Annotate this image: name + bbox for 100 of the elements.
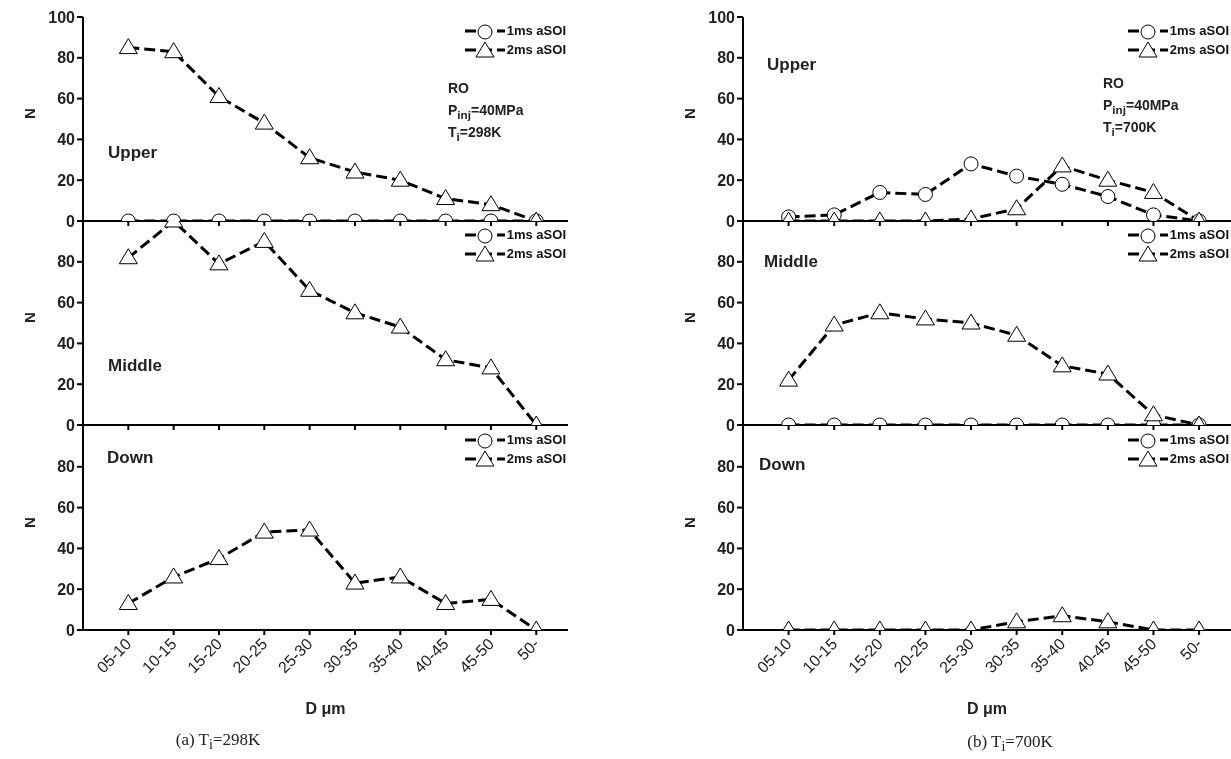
annotation: Down	[759, 455, 806, 475]
legend-label: 2ms aSOI	[1169, 41, 1229, 59]
point	[164, 567, 184, 584]
legend-label: 2ms aSOI	[506, 450, 566, 468]
point	[345, 303, 365, 320]
y-tick-label: 60	[57, 499, 76, 517]
y-axis-title: N	[681, 108, 699, 119]
annotation: T$_{i}$=298K	[448, 124, 502, 143]
legend-label: 2ms aSOI	[1169, 245, 1229, 263]
y-axis-title: N	[681, 517, 699, 528]
annotation: P$_{inj}$=40MPa	[448, 102, 524, 121]
point	[824, 315, 844, 332]
legend-label: 2ms aSOI	[506, 41, 566, 59]
y-tick-label: 0	[726, 621, 736, 639]
point	[118, 593, 138, 610]
point	[209, 254, 229, 271]
legend-label: 1ms aSOI	[506, 226, 566, 244]
y-tick-label: 40	[57, 335, 76, 353]
y-tick-label: 20	[57, 580, 76, 598]
x-axis-title: D μm	[305, 700, 346, 717]
annotation: RO	[448, 80, 469, 96]
y-tick-label: 100	[48, 8, 76, 26]
point	[1007, 325, 1027, 342]
annotation: T$_{i}$=700K	[1103, 119, 1157, 138]
text: (a) T$_{i}$=298K	[175, 730, 261, 754]
point	[915, 309, 935, 326]
annotation: Down	[107, 448, 154, 468]
point	[209, 549, 229, 566]
y-tick-label: 0	[66, 416, 76, 434]
point	[164, 42, 184, 59]
y-tick-label: 20	[717, 375, 736, 393]
y-tick-label: 80	[717, 49, 736, 67]
legend-label: 2ms aSOI	[506, 245, 566, 263]
y-tick-label: 0	[66, 621, 76, 639]
point	[1098, 364, 1118, 381]
y-tick-label: 80	[57, 458, 76, 476]
point	[870, 303, 890, 320]
y-tick-label: 40	[57, 131, 76, 149]
annotation: Middle	[108, 356, 162, 376]
y-tick-label: 60	[57, 294, 76, 312]
y-tick-label: 40	[717, 540, 736, 558]
annotation: RO	[1103, 75, 1124, 91]
y-tick-label: 0	[726, 416, 736, 434]
y-tick-label: 0	[66, 212, 76, 230]
point	[779, 370, 799, 387]
y-tick-label: 80	[717, 458, 736, 476]
y-axis-title: N	[21, 108, 39, 119]
legend-label: 1ms aSOI	[1169, 226, 1229, 244]
legend-label: 1ms aSOI	[506, 431, 566, 449]
y-tick-label: 60	[57, 90, 76, 108]
annotation: Upper	[108, 143, 158, 163]
point	[961, 313, 981, 330]
point	[300, 280, 320, 297]
x-tick-label: 50-	[514, 635, 543, 664]
y-tick-label: 0	[726, 212, 736, 230]
point	[390, 317, 410, 334]
point	[436, 350, 456, 367]
x-axis-title: D μm	[966, 700, 1008, 717]
y-tick-label: 60	[717, 294, 736, 312]
annotation: Upper	[767, 55, 817, 75]
point	[300, 148, 320, 165]
y-tick-label: 40	[57, 540, 76, 558]
point	[436, 593, 456, 610]
y-axis-title: N	[21, 517, 39, 528]
point	[254, 231, 274, 248]
point	[345, 162, 365, 179]
y-tick-label: 20	[57, 171, 76, 189]
legend-label: 1ms aSOI	[506, 22, 566, 40]
y-tick-label: 20	[717, 580, 736, 598]
point	[345, 573, 365, 590]
point	[118, 248, 138, 265]
point	[481, 589, 501, 606]
y-tick-label: 80	[57, 253, 76, 271]
annotation: Middle	[764, 252, 818, 272]
point	[1052, 356, 1072, 373]
legend-label: 2ms aSOI	[1169, 450, 1229, 468]
y-tick-label: 60	[717, 499, 736, 517]
legend-label: 1ms aSOI	[1169, 22, 1229, 40]
legend-label: 1ms aSOI	[1169, 431, 1229, 449]
text: (b) T$_{i}$=700K	[967, 732, 1053, 756]
y-tick-label: 20	[717, 171, 736, 189]
point	[300, 520, 320, 537]
point	[209, 87, 229, 104]
point	[481, 358, 501, 375]
y-tick-label: 20	[57, 375, 76, 393]
point	[254, 522, 274, 539]
y-tick-label: 40	[717, 131, 736, 149]
point	[254, 113, 274, 130]
y-axis-title: N	[21, 312, 39, 323]
y-tick-label: 80	[57, 49, 76, 67]
y-tick-label: 100	[708, 8, 736, 26]
annotation: P$_{inj}$=40MPa	[1103, 97, 1179, 116]
y-tick-label: 40	[717, 335, 736, 353]
point	[118, 38, 138, 55]
y-tick-label: 80	[717, 253, 736, 271]
x-tick-label: 50-	[1176, 635, 1206, 664]
y-axis-title: N	[681, 312, 699, 323]
point	[390, 567, 410, 584]
y-tick-label: 60	[717, 90, 736, 108]
point	[390, 170, 410, 187]
